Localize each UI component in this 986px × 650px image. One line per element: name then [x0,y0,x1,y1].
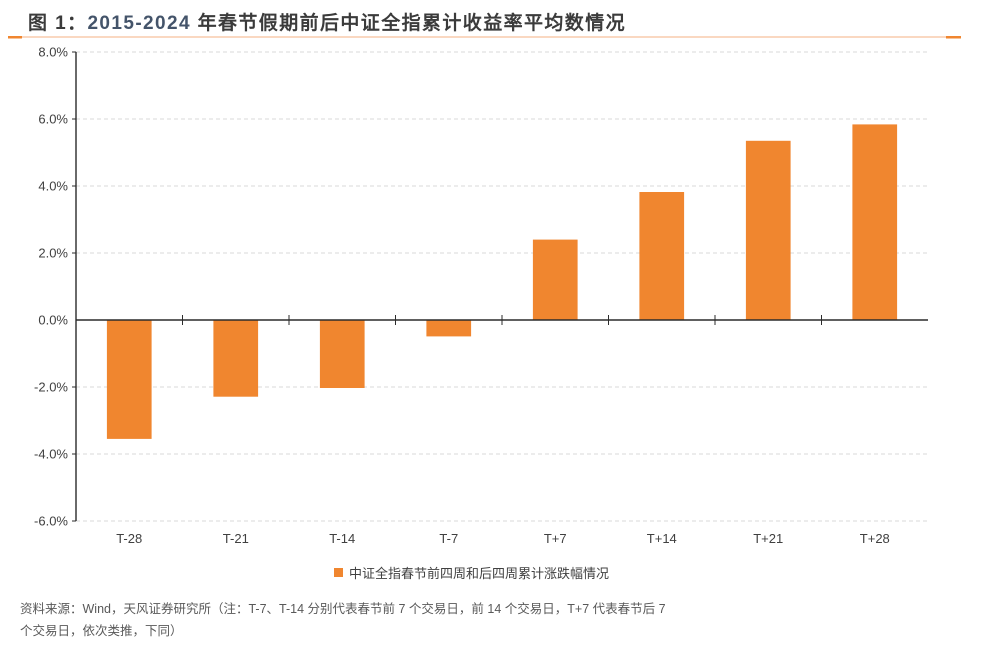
svg-text:T+21: T+21 [753,531,783,546]
svg-text:-4.0%: -4.0% [34,447,68,462]
svg-text:0.0%: 0.0% [38,313,68,328]
svg-text:T-28: T-28 [116,531,142,546]
svg-text:T+14: T+14 [647,531,677,546]
svg-text:T-7: T-7 [439,531,458,546]
svg-text:T-21: T-21 [223,531,249,546]
svg-text:6.0%: 6.0% [38,112,68,127]
svg-text:T+7: T+7 [544,531,567,546]
svg-text:-2.0%: -2.0% [34,380,68,395]
svg-text:4.0%: 4.0% [38,179,68,194]
svg-text:8.0%: 8.0% [38,45,68,60]
svg-text:-6.0%: -6.0% [34,514,68,529]
svg-text:T+28: T+28 [860,531,890,546]
svg-text:2.0%: 2.0% [38,246,68,261]
svg-text:T-14: T-14 [329,531,355,546]
